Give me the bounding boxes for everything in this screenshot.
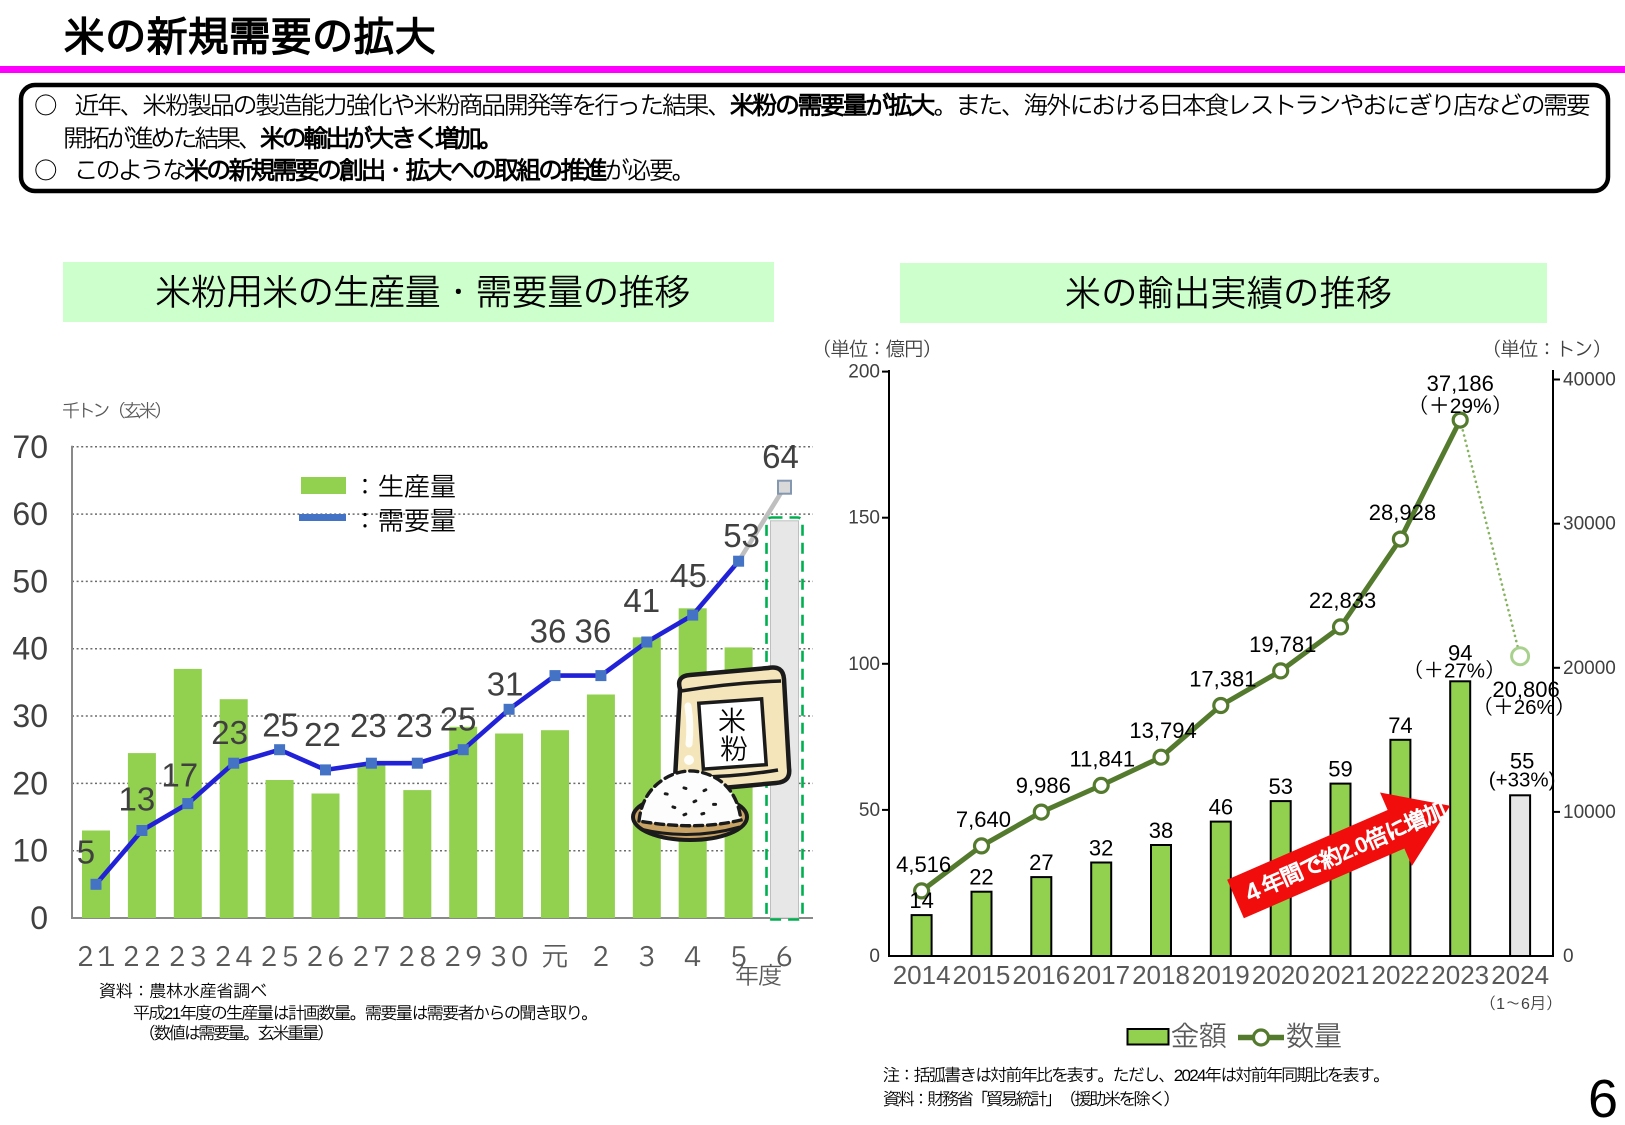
svg-text:70: 70 [12,429,48,465]
svg-text:22: 22 [304,716,341,753]
svg-text:9,986: 9,986 [1016,773,1071,798]
svg-text:10000: 10000 [1563,802,1616,823]
svg-text:41: 41 [623,582,660,619]
svg-text:13: 13 [119,781,156,818]
svg-text:23: 23 [211,714,248,751]
svg-text:40: 40 [12,631,48,667]
svg-text:38: 38 [1149,818,1173,843]
svg-text:5: 5 [77,833,95,870]
svg-text:25: 25 [262,707,299,744]
svg-text:150: 150 [848,508,880,529]
svg-text:2017: 2017 [1072,960,1130,990]
svg-text:30: 30 [12,698,48,734]
svg-text:13,794: 13,794 [1129,718,1196,743]
svg-text:10: 10 [12,833,48,869]
svg-text:2022: 2022 [1372,960,1430,990]
svg-text:29%: 29% [1450,395,1492,418]
svg-text:64: 64 [762,438,799,475]
svg-text:32: 32 [1089,836,1113,861]
svg-text:20: 20 [12,765,48,801]
svg-text:6: 6 [1521,996,1530,1013]
svg-text:2016: 2016 [1012,960,1070,990]
svg-text:2014: 2014 [893,960,951,990]
svg-text:1: 1 [1496,996,1505,1013]
svg-text:200: 200 [848,362,880,383]
svg-text:22,833: 22,833 [1309,588,1376,613]
svg-text:59: 59 [1328,757,1352,782]
svg-text:0: 0 [1563,946,1574,967]
svg-text:7,640: 7,640 [956,807,1011,832]
svg-text:31: 31 [487,665,524,702]
svg-text:23: 23 [350,707,387,744]
svg-text:26%: 26% [1514,696,1555,719]
svg-text:2020: 2020 [1252,960,1310,990]
svg-text:27: 27 [1029,850,1053,875]
svg-text:20,806: 20,806 [1492,677,1559,702]
svg-text:23: 23 [396,707,433,744]
svg-text:21: 21 [164,1004,181,1023]
svg-text:2019: 2019 [1192,960,1250,990]
svg-text:36: 36 [530,613,567,650]
svg-text:0: 0 [30,900,48,936]
svg-text:74: 74 [1388,713,1412,738]
svg-text:53: 53 [1269,774,1293,799]
svg-text:45: 45 [670,557,707,594]
svg-text:94: 94 [1448,640,1472,665]
svg-text:14: 14 [909,888,933,913]
svg-text:11,841: 11,841 [1070,746,1136,771]
svg-text:22: 22 [969,865,993,890]
svg-text:100: 100 [848,654,880,675]
svg-text:46: 46 [1209,795,1233,820]
svg-text:27%: 27% [1444,659,1485,682]
svg-text:6: 6 [1588,1069,1618,1125]
svg-text:(+33%): (+33%) [1489,768,1556,791]
svg-text:17: 17 [161,757,198,794]
svg-text:28,928: 28,928 [1369,500,1436,525]
svg-text:20000: 20000 [1563,658,1616,679]
svg-text:19,781: 19,781 [1249,632,1316,657]
svg-text:25: 25 [440,701,477,738]
svg-text:2024: 2024 [1491,960,1549,990]
svg-text:4,516: 4,516 [896,852,951,877]
svg-text:37,186: 37,186 [1427,371,1494,396]
svg-text:2023: 2023 [1431,960,1489,990]
svg-text:0: 0 [869,946,880,967]
svg-text:2015: 2015 [953,960,1011,990]
svg-text:30000: 30000 [1563,514,1616,535]
svg-text:55: 55 [1510,748,1534,773]
svg-text:53: 53 [723,517,760,554]
svg-text:17,381: 17,381 [1189,667,1256,692]
svg-text:2018: 2018 [1132,960,1190,990]
svg-text:60: 60 [12,496,48,532]
svg-text:40000: 40000 [1563,370,1616,391]
svg-text:36: 36 [575,613,612,650]
svg-text:50: 50 [859,800,880,821]
svg-text:2021: 2021 [1312,960,1370,990]
svg-text:2024: 2024 [1174,1066,1206,1085]
svg-text:50: 50 [12,563,48,599]
